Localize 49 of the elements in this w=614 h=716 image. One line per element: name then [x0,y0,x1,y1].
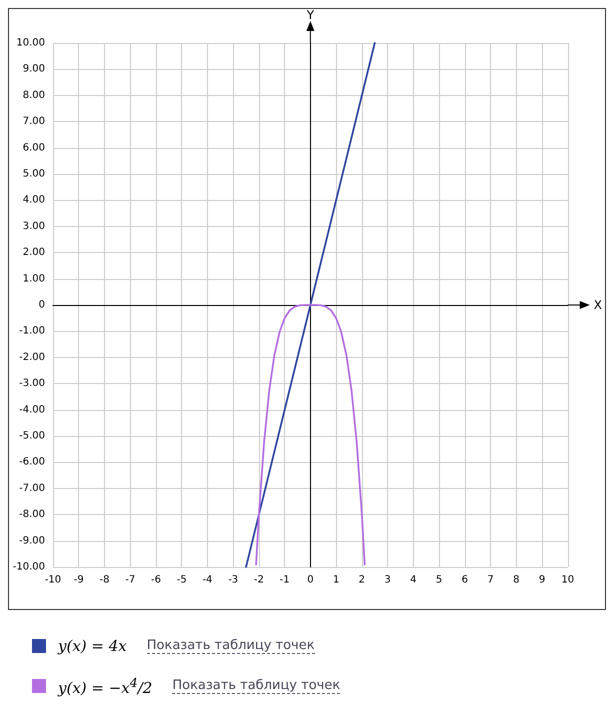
y-tick-label: -2.00 [19,352,45,363]
line-series [255,304,366,566]
x-tick-label: 3 [384,574,391,586]
x-tick-label: 0 [307,574,314,586]
x-tick-label: 9 [538,574,546,586]
x-tick-label: -5 [176,574,187,586]
y-tick-label: 8.00 [22,90,45,101]
text: Показать таблицу точек [146,638,315,654]
x-tick-label: 8 [513,574,520,586]
x-tick-label: -1 [280,574,290,586]
x-tick-label: -2 [254,574,264,586]
y-tick-label: 7.00 [22,116,45,128]
x-tick-label: 6 [462,574,468,586]
y-tick-label: 2.00 [22,247,45,258]
y-tick-label: -6.00 [19,456,45,468]
x-tick-label: 1 [332,574,340,586]
x-tick-label: 5 [436,574,442,586]
y-tick-label: 5.00 [22,168,45,180]
y-tick-label: -9.00 [19,535,45,546]
x-tick-label: 7 [487,574,494,586]
legend-label: y(x) = −x$^{4}$/2 [58,675,152,697]
x-tick-label: -7 [125,574,136,586]
y-tick-label: -4.00 [19,404,45,416]
x-tick-label: 4 [410,574,417,586]
x-tick-label: -10 [44,574,62,586]
x-tick-label: -9 [74,574,84,586]
y-tick-label: -5.00 [19,430,45,442]
legend-label: y(x) = 4x [58,637,127,655]
x-tick-label: -4 [202,574,212,586]
y-tick-label: 10.00 [16,38,45,48]
x-tick-label: -3 [228,574,238,586]
y-tick-label: 3.00 [22,220,45,232]
x-axis-title: X [594,298,602,312]
x-tick-label: -8 [99,574,110,586]
y-tick-label: 4.00 [22,194,45,206]
x-tick-label: 2 [358,574,366,586]
y-tick-label: -7.00 [19,482,45,494]
y-tick-label: -3.00 [19,378,45,390]
text: Показать таблицу точек [172,678,340,694]
y-tick-label: 6.00 [22,142,45,154]
y-tick-label: 1.00 [22,273,45,284]
y-tick-label: -1.00 [19,326,45,337]
y-tick-label: -8.00 [19,509,45,520]
y-tick-label: 9.00 [22,64,45,75]
x-tick-label: -6 [150,574,161,586]
y-axis-title: Y [306,8,315,22]
y-tick-label: -10.00 [12,562,45,572]
y-tick-label: 0 [38,300,45,310]
x-tick-label: 10 [561,574,574,586]
